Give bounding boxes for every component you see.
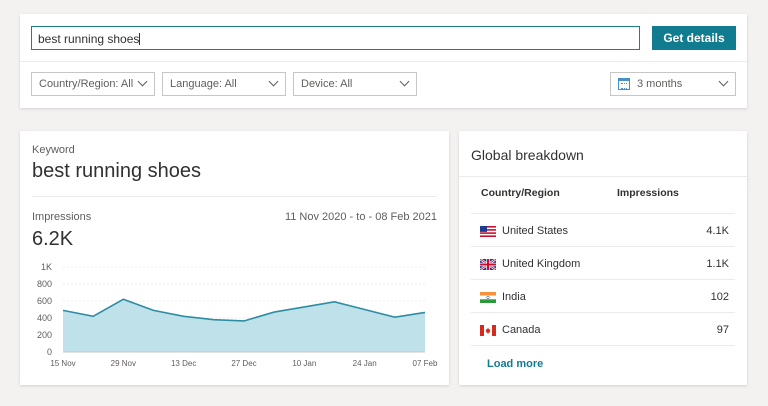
x-tick-label: 13 Dec bbox=[171, 359, 196, 368]
keyword-card: Keyword best running shoes Impressions 6… bbox=[20, 131, 449, 385]
series-area bbox=[63, 299, 425, 352]
table-row[interactable]: United States 4.1K bbox=[471, 214, 735, 246]
y-tick-label: 1K bbox=[41, 262, 52, 272]
impressions-label: Impressions bbox=[32, 211, 92, 223]
x-tick-label: 24 Jan bbox=[353, 359, 377, 368]
x-tick-label: 29 Nov bbox=[111, 359, 136, 368]
x-tick-label: 15 Nov bbox=[50, 359, 75, 368]
impressions-value: 6.2K bbox=[32, 228, 74, 250]
divider bbox=[20, 61, 747, 62]
country-name: Canada bbox=[502, 324, 541, 336]
country-region-dropdown[interactable]: Country/Region: All bbox=[31, 72, 155, 96]
y-tick-label: 600 bbox=[37, 296, 52, 306]
y-tick-label: 0 bbox=[47, 347, 52, 357]
y-tick-label: 800 bbox=[37, 279, 52, 289]
row-divider bbox=[471, 246, 735, 247]
load-more-link[interactable]: Load more bbox=[487, 358, 544, 370]
keyword-title: best running shoes bbox=[32, 160, 202, 182]
time-range-dropdown[interactable]: 3 months bbox=[610, 72, 736, 96]
language-dropdown[interactable]: Language: All bbox=[162, 72, 286, 96]
divider bbox=[459, 176, 747, 177]
row-divider bbox=[471, 279, 735, 280]
global-breakdown-card: Global breakdown Country/Region Impressi… bbox=[459, 131, 747, 385]
x-tick-label: 07 Feb bbox=[413, 359, 438, 368]
language-value: Language: All bbox=[170, 78, 237, 90]
country-name: United States bbox=[502, 225, 569, 237]
country-impressions: 102 bbox=[710, 291, 729, 303]
canada-flag-icon bbox=[480, 325, 496, 336]
row-divider bbox=[471, 312, 735, 313]
global-breakdown-title: Global breakdown bbox=[471, 147, 584, 163]
divider bbox=[32, 196, 437, 197]
y-tick-label: 400 bbox=[37, 313, 52, 323]
y-tick-label: 200 bbox=[37, 330, 52, 340]
keyword-search-input[interactable]: best running shoes bbox=[31, 26, 640, 50]
column-header-impressions: Impressions bbox=[617, 187, 679, 199]
series-line bbox=[62, 298, 426, 322]
us-flag-icon bbox=[480, 226, 496, 237]
date-range: 11 Nov 2020 - to - 08 Feb 2021 bbox=[284, 211, 437, 223]
country-name: India bbox=[502, 291, 526, 303]
keyword-label: Keyword bbox=[32, 144, 75, 156]
x-tick-label: 10 Jan bbox=[292, 359, 316, 368]
uk-flag-icon bbox=[480, 259, 496, 270]
row-divider bbox=[471, 345, 735, 346]
table-row[interactable]: United Kingdom 1.1K bbox=[471, 247, 735, 279]
country-impressions: 1.1K bbox=[706, 258, 729, 270]
chevron-down-icon bbox=[718, 76, 729, 87]
chevron-down-icon bbox=[137, 76, 148, 87]
country-region-value: Country/Region: All bbox=[39, 78, 134, 90]
impressions-chart: 0 200 400 600 800 1K 15 Nov 29 Nov 13 Dec 27 Dec 1… bbox=[37, 262, 438, 368]
table-row[interactable]: Canada 97 bbox=[471, 313, 735, 345]
table-row[interactable]: India 102 bbox=[471, 280, 735, 312]
column-header-country: Country/Region bbox=[481, 187, 560, 199]
device-value: Device: All bbox=[301, 78, 353, 90]
chevron-down-icon bbox=[268, 76, 279, 87]
get-details-button[interactable]: Get details bbox=[652, 26, 736, 50]
time-range-value: 3 months bbox=[637, 78, 683, 90]
india-flag-icon bbox=[480, 292, 496, 303]
search-query-text: best running shoes bbox=[38, 32, 140, 46]
calendar-icon bbox=[618, 78, 630, 90]
chevron-down-icon bbox=[399, 76, 410, 87]
search-card: best running shoes Get details Country/R… bbox=[20, 14, 747, 108]
device-dropdown[interactable]: Device: All bbox=[293, 72, 417, 96]
row-divider bbox=[471, 213, 735, 214]
text-cursor bbox=[139, 33, 141, 45]
country-impressions: 97 bbox=[716, 324, 729, 336]
country-name: United Kingdom bbox=[502, 258, 581, 270]
x-tick-label: 27 Dec bbox=[231, 359, 256, 368]
country-impressions: 4.1K bbox=[706, 225, 729, 237]
